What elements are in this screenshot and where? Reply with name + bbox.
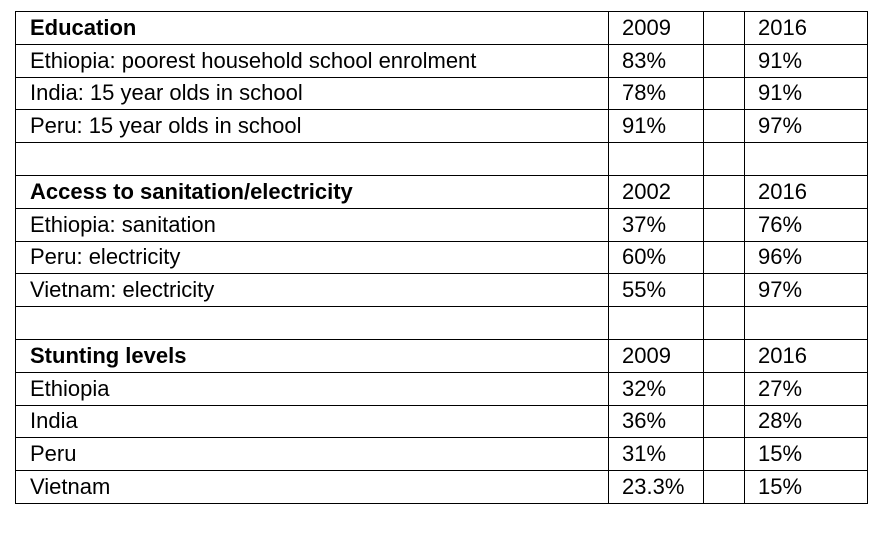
- value-year-a: 36%: [608, 404, 704, 439]
- blank-cell: [744, 142, 868, 176]
- row-label: India: [15, 404, 609, 439]
- data-table: Education 2009 2016 Ethiopia: poorest ho…: [15, 11, 868, 504]
- spacer-cell: [703, 306, 745, 340]
- spacer-cell: [703, 273, 745, 308]
- value-year-b: 91%: [744, 43, 868, 78]
- value-year-a: 91%: [608, 109, 704, 144]
- blank-cell: [15, 142, 609, 176]
- row-label: Peru: 15 year olds in school: [15, 109, 609, 144]
- value-year-a: 37%: [608, 207, 704, 242]
- year-a-header: 2009: [608, 338, 704, 373]
- year-a-header: 2002: [608, 174, 704, 209]
- value-year-b: 96%: [744, 240, 868, 275]
- spacer-cell: [703, 43, 745, 78]
- row-label: Vietnam: electricity: [15, 273, 609, 308]
- table-row: Vietnam 23.3% 15%: [15, 470, 868, 504]
- row-label: India: 15 year olds in school: [15, 76, 609, 111]
- table-row: Ethiopia 32% 27%: [15, 371, 868, 406]
- blank-row: [15, 142, 868, 176]
- spacer-cell: [703, 240, 745, 275]
- table-row: Vietnam: electricity 55% 97%: [15, 273, 868, 308]
- blank-cell: [608, 142, 704, 176]
- row-label: Peru: [15, 437, 609, 472]
- value-year-b: 97%: [744, 273, 868, 308]
- spacer-cell: [703, 11, 745, 45]
- year-a-header: 2009: [608, 11, 704, 45]
- value-year-b: 15%: [744, 437, 868, 472]
- year-b-header: 2016: [744, 11, 868, 45]
- row-label: Vietnam: [15, 470, 609, 504]
- table-row: Ethiopia: poorest household school enrol…: [15, 43, 868, 78]
- row-label: Ethiopia: sanitation: [15, 207, 609, 242]
- value-year-b: 76%: [744, 207, 868, 242]
- spacer-cell: [703, 207, 745, 242]
- spacer-cell: [703, 76, 745, 111]
- value-year-a: 31%: [608, 437, 704, 472]
- value-year-b: 28%: [744, 404, 868, 439]
- spacer-cell: [703, 470, 745, 504]
- section-title: Education: [15, 11, 609, 45]
- blank-cell: [744, 306, 868, 340]
- value-year-b: 91%: [744, 76, 868, 111]
- table-row: Peru: electricity 60% 96%: [15, 240, 868, 275]
- value-year-a: 55%: [608, 273, 704, 308]
- year-b-header: 2016: [744, 174, 868, 209]
- table-row: India 36% 28%: [15, 404, 868, 439]
- value-year-b: 27%: [744, 371, 868, 406]
- spacer-cell: [703, 338, 745, 373]
- value-year-a: 83%: [608, 43, 704, 78]
- spacer-cell: [703, 174, 745, 209]
- blank-cell: [15, 306, 609, 340]
- row-label: Peru: electricity: [15, 240, 609, 275]
- section-header-access: Access to sanitation/electricity 2002 20…: [15, 174, 868, 209]
- section-title: Access to sanitation/electricity: [15, 174, 609, 209]
- value-year-b: 15%: [744, 470, 868, 504]
- blank-row: [15, 306, 868, 340]
- value-year-a: 23.3%: [608, 470, 704, 504]
- table-row: India: 15 year olds in school 78% 91%: [15, 76, 868, 111]
- spacer-cell: [703, 109, 745, 144]
- section-title: Stunting levels: [15, 338, 609, 373]
- table-row: Ethiopia: sanitation 37% 76%: [15, 207, 868, 242]
- blank-cell: [608, 306, 704, 340]
- value-year-a: 78%: [608, 76, 704, 111]
- section-header-education: Education 2009 2016: [15, 11, 868, 45]
- row-label: Ethiopia: [15, 371, 609, 406]
- year-b-header: 2016: [744, 338, 868, 373]
- spacer-cell: [703, 142, 745, 176]
- table-row: Peru: 15 year olds in school 91% 97%: [15, 109, 868, 144]
- row-label: Ethiopia: poorest household school enrol…: [15, 43, 609, 78]
- section-header-stunting: Stunting levels 2009 2016: [15, 338, 868, 373]
- spacer-cell: [703, 404, 745, 439]
- value-year-a: 60%: [608, 240, 704, 275]
- table-row: Peru 31% 15%: [15, 437, 868, 472]
- value-year-a: 32%: [608, 371, 704, 406]
- value-year-b: 97%: [744, 109, 868, 144]
- spacer-cell: [703, 437, 745, 472]
- spacer-cell: [703, 371, 745, 406]
